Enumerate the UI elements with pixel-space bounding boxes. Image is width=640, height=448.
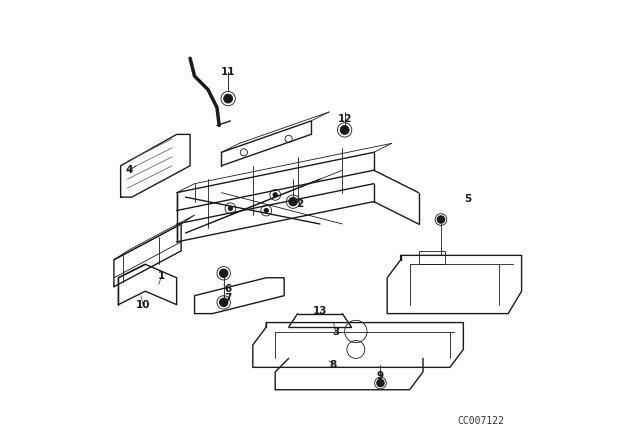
Circle shape	[264, 208, 269, 213]
Circle shape	[220, 298, 228, 306]
Circle shape	[273, 193, 278, 197]
Text: 3: 3	[332, 327, 339, 336]
Circle shape	[377, 379, 384, 387]
Text: 8: 8	[330, 360, 337, 370]
Circle shape	[289, 198, 297, 206]
Circle shape	[224, 94, 233, 103]
Text: 2: 2	[296, 199, 303, 209]
Text: 12: 12	[337, 114, 352, 124]
Text: 9: 9	[377, 371, 384, 381]
Circle shape	[228, 206, 233, 211]
Text: 11: 11	[221, 67, 236, 77]
Text: CC007122: CC007122	[458, 416, 505, 426]
Text: 10: 10	[136, 300, 150, 310]
Text: 1: 1	[157, 271, 164, 280]
Text: 13: 13	[313, 306, 327, 316]
Text: 6: 6	[225, 284, 232, 294]
Circle shape	[437, 216, 445, 223]
Circle shape	[220, 269, 228, 277]
Text: 4: 4	[126, 165, 133, 175]
Text: 7: 7	[225, 293, 232, 303]
Text: 5: 5	[464, 194, 472, 204]
Circle shape	[340, 125, 349, 134]
